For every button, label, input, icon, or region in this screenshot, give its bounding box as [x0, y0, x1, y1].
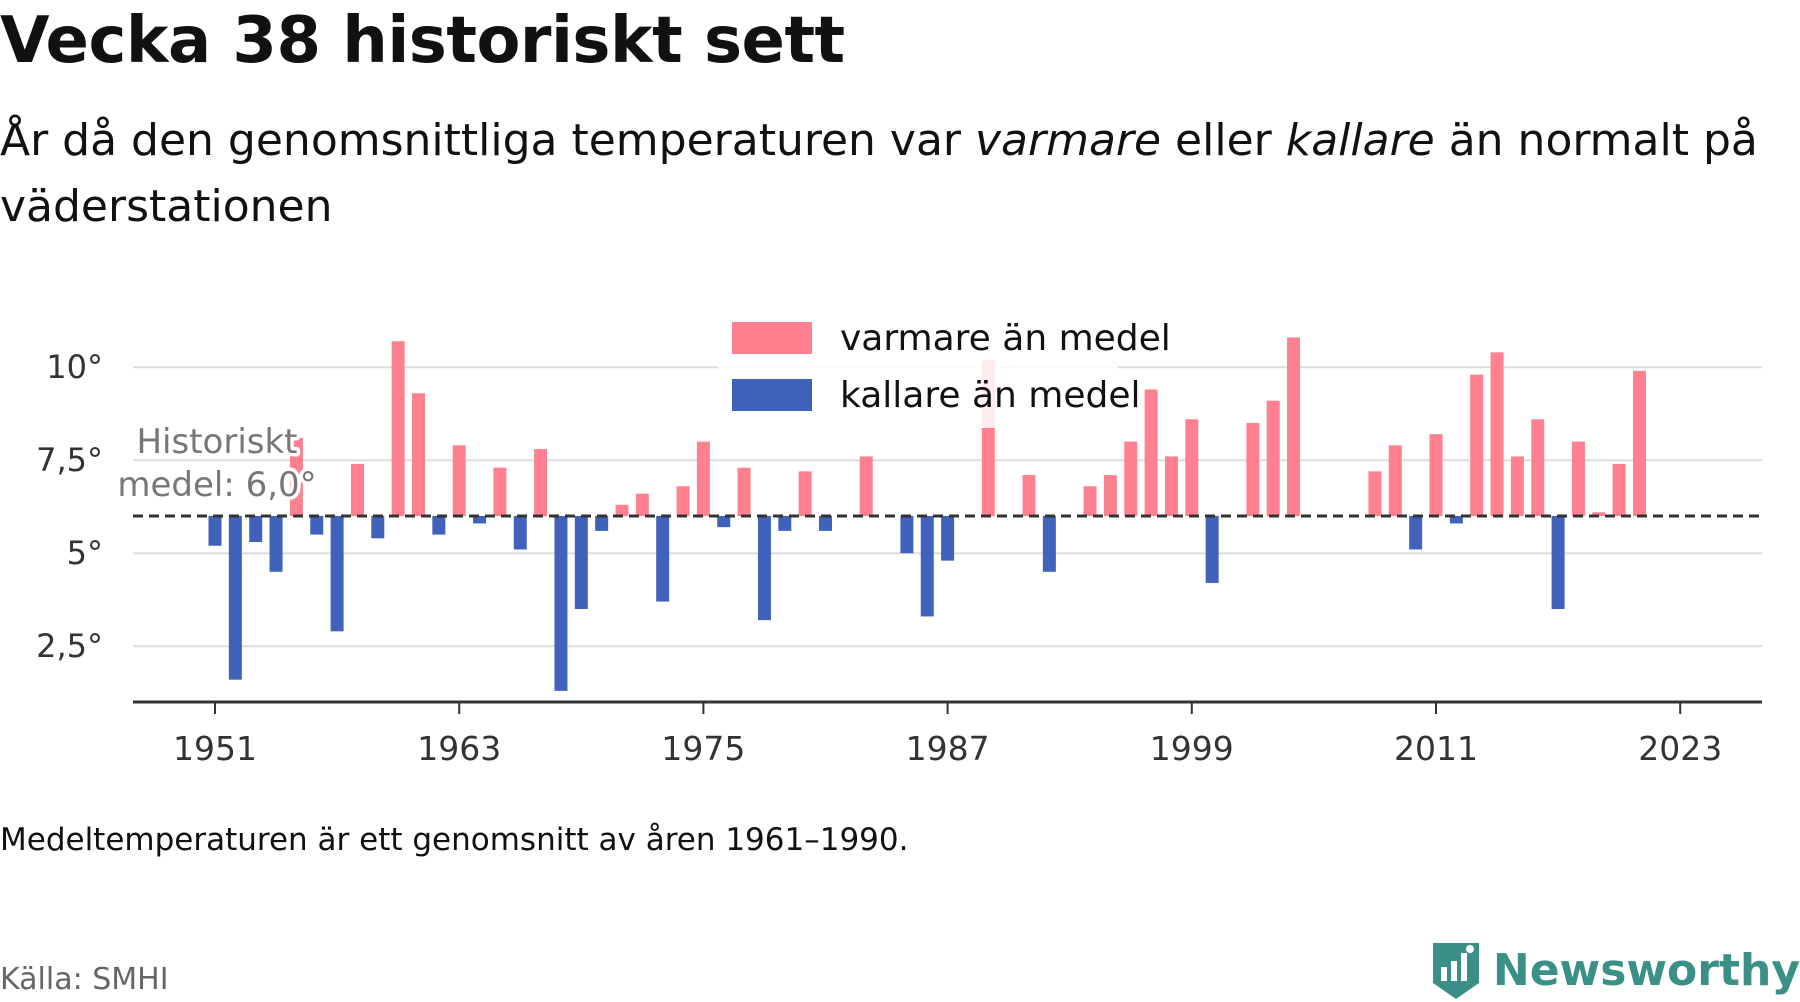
- bar-cold: [819, 516, 832, 531]
- bar-warm: [289, 437, 303, 516]
- page-subtitle: År då den genomsnittliga temperaturen va…: [0, 108, 1780, 240]
- bar-warm: [696, 441, 710, 516]
- bar-warm: [635, 493, 649, 516]
- bar-warm: [1287, 337, 1301, 516]
- bar-warm: [493, 467, 507, 516]
- bar-cold: [717, 516, 731, 528]
- bar-cold: [1449, 516, 1463, 524]
- bar-cold: [900, 516, 914, 554]
- bar-warm: [1022, 475, 1036, 516]
- bar-warm: [1592, 512, 1606, 516]
- subtitle-warm-word: varmare: [974, 115, 1162, 166]
- x-tick-label: 2011: [1394, 729, 1478, 768]
- bar-warm: [1164, 456, 1178, 516]
- bar-warm: [391, 341, 405, 516]
- bar-warm: [615, 504, 629, 516]
- y-tick-label: 7,5°: [36, 441, 103, 479]
- bar-warm: [412, 393, 425, 516]
- source-credit: Källa: SMHI: [0, 962, 169, 997]
- bar-cold: [208, 516, 222, 546]
- bar-cold: [778, 516, 792, 531]
- bar-cold: [656, 516, 670, 602]
- bar-warm: [1429, 434, 1443, 516]
- bar-cold: [330, 516, 344, 632]
- bar-warm: [676, 486, 690, 516]
- bar-warm: [1124, 441, 1138, 516]
- bar-cold: [473, 516, 487, 524]
- x-tick-label: 1999: [1150, 729, 1234, 768]
- bar-cold: [595, 516, 609, 531]
- bar-cold: [432, 516, 446, 535]
- legend-swatch-warm: [732, 322, 812, 354]
- subtitle-text-2: eller: [1161, 115, 1286, 166]
- bar-warm: [798, 471, 812, 516]
- legend-label-cold: kallare än medel: [840, 375, 1140, 416]
- bar-cold: [269, 516, 283, 572]
- bar-warm: [1103, 475, 1117, 516]
- bar-warm: [1368, 471, 1382, 516]
- baseline-label-line1: Historiskt: [136, 422, 297, 462]
- bar-warm: [1633, 370, 1646, 516]
- bar-cold: [513, 516, 527, 550]
- bar-cold: [574, 516, 588, 609]
- brand-logo: Newsworthy: [1431, 938, 1800, 1002]
- subtitle-text-1: År då den genomsnittliga temperaturen va…: [0, 115, 975, 166]
- bar-cold: [941, 516, 955, 561]
- bar-warm: [1612, 463, 1626, 516]
- newsworthy-logo-icon: [1432, 943, 1479, 999]
- subtitle-text-3: än normalt på väderstationen: [0, 115, 1758, 232]
- bar-cold: [371, 516, 385, 539]
- x-tick-label: 1963: [417, 729, 501, 768]
- bar-warm: [1246, 423, 1260, 516]
- bar-warm: [1470, 374, 1484, 516]
- x-tick-label: 2023: [1638, 729, 1722, 768]
- brand-name: Newsworthy: [1492, 944, 1800, 996]
- legend: varmare än medel kallare än medel: [718, 316, 1171, 428]
- bar-warm: [737, 467, 751, 516]
- bar-warm: [350, 463, 364, 516]
- bars: [208, 337, 1646, 691]
- bar-warm: [452, 445, 466, 516]
- bar-warm: [1490, 352, 1504, 516]
- bar-cold: [757, 516, 771, 621]
- bar-warm: [1388, 445, 1402, 516]
- footnote: Medeltemperaturen är ett genomsnitt av å…: [0, 822, 909, 858]
- y-tick-label: 2,5°: [36, 627, 103, 665]
- baseline-label-line2: medel: 6,0°: [117, 465, 316, 505]
- bar-cold: [1409, 516, 1423, 550]
- bar-cold: [920, 516, 934, 617]
- bar-warm: [1083, 486, 1097, 516]
- y-tick-label: 5°: [67, 534, 103, 572]
- bar-warm: [1144, 389, 1158, 516]
- legend-swatch-cold: [732, 379, 812, 411]
- bar-cold: [1205, 516, 1219, 583]
- bar-warm: [1266, 400, 1280, 516]
- bar-warm: [534, 449, 548, 516]
- subtitle-cold-word: kallare: [1285, 115, 1435, 166]
- y-tick-label: 10°: [46, 348, 103, 386]
- page-title: Vecka 38 historiskt sett: [0, 4, 845, 78]
- x-tick-label: 1975: [661, 729, 745, 768]
- x-tick-label: 1987: [906, 729, 990, 768]
- bar-cold: [249, 516, 263, 543]
- bar-cold: [310, 516, 324, 535]
- bar-warm: [1185, 419, 1199, 516]
- legend-label-warm: varmare än medel: [840, 318, 1171, 359]
- bar-cold: [1042, 516, 1056, 572]
- bar-warm: [859, 456, 873, 516]
- bar-cold: [228, 516, 242, 680]
- bar-warm: [1510, 456, 1524, 516]
- bar-warm: [1571, 441, 1585, 516]
- bar-cold: [1551, 516, 1565, 609]
- x-tick-label: 1951: [173, 729, 257, 768]
- bar-warm: [1531, 419, 1545, 516]
- bar-cold: [554, 516, 568, 691]
